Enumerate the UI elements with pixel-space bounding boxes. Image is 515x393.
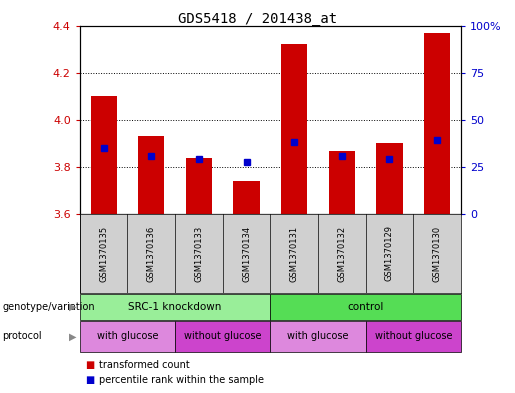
Text: GSM1370129: GSM1370129 <box>385 226 394 281</box>
Bar <box>175 321 270 352</box>
Text: transformed count: transformed count <box>99 360 190 370</box>
Text: control: control <box>348 302 384 312</box>
Bar <box>270 321 366 352</box>
Text: ■: ■ <box>85 360 94 370</box>
Bar <box>91 96 117 214</box>
Bar <box>186 158 212 214</box>
Text: ▶: ▶ <box>68 302 76 312</box>
Bar <box>281 44 307 214</box>
Bar <box>329 151 355 214</box>
Text: GSM1370133: GSM1370133 <box>195 225 203 282</box>
Text: percentile rank within the sample: percentile rank within the sample <box>99 375 264 386</box>
Text: GSM1370134: GSM1370134 <box>242 226 251 281</box>
Text: GDS5418 / 201438_at: GDS5418 / 201438_at <box>178 12 337 26</box>
Text: GSM1370131: GSM1370131 <box>290 226 299 281</box>
Text: without glucose: without glucose <box>374 331 452 342</box>
Text: genotype/variation: genotype/variation <box>3 302 95 312</box>
Text: ■: ■ <box>85 375 94 386</box>
Text: GSM1370135: GSM1370135 <box>99 226 108 281</box>
Text: protocol: protocol <box>3 331 42 342</box>
Bar <box>80 294 270 320</box>
Text: GSM1370132: GSM1370132 <box>337 226 346 281</box>
Text: SRC-1 knockdown: SRC-1 knockdown <box>128 302 222 312</box>
Bar <box>366 321 461 352</box>
Text: with glucose: with glucose <box>287 331 349 342</box>
Text: GSM1370136: GSM1370136 <box>147 225 156 282</box>
Bar <box>270 294 461 320</box>
Bar <box>424 33 450 214</box>
Bar <box>376 143 403 214</box>
Text: GSM1370130: GSM1370130 <box>433 226 441 281</box>
Bar <box>138 136 164 214</box>
Text: with glucose: with glucose <box>97 331 158 342</box>
Bar <box>233 181 260 214</box>
Text: ▶: ▶ <box>68 331 76 342</box>
Bar <box>80 321 175 352</box>
Text: without glucose: without glucose <box>184 331 262 342</box>
